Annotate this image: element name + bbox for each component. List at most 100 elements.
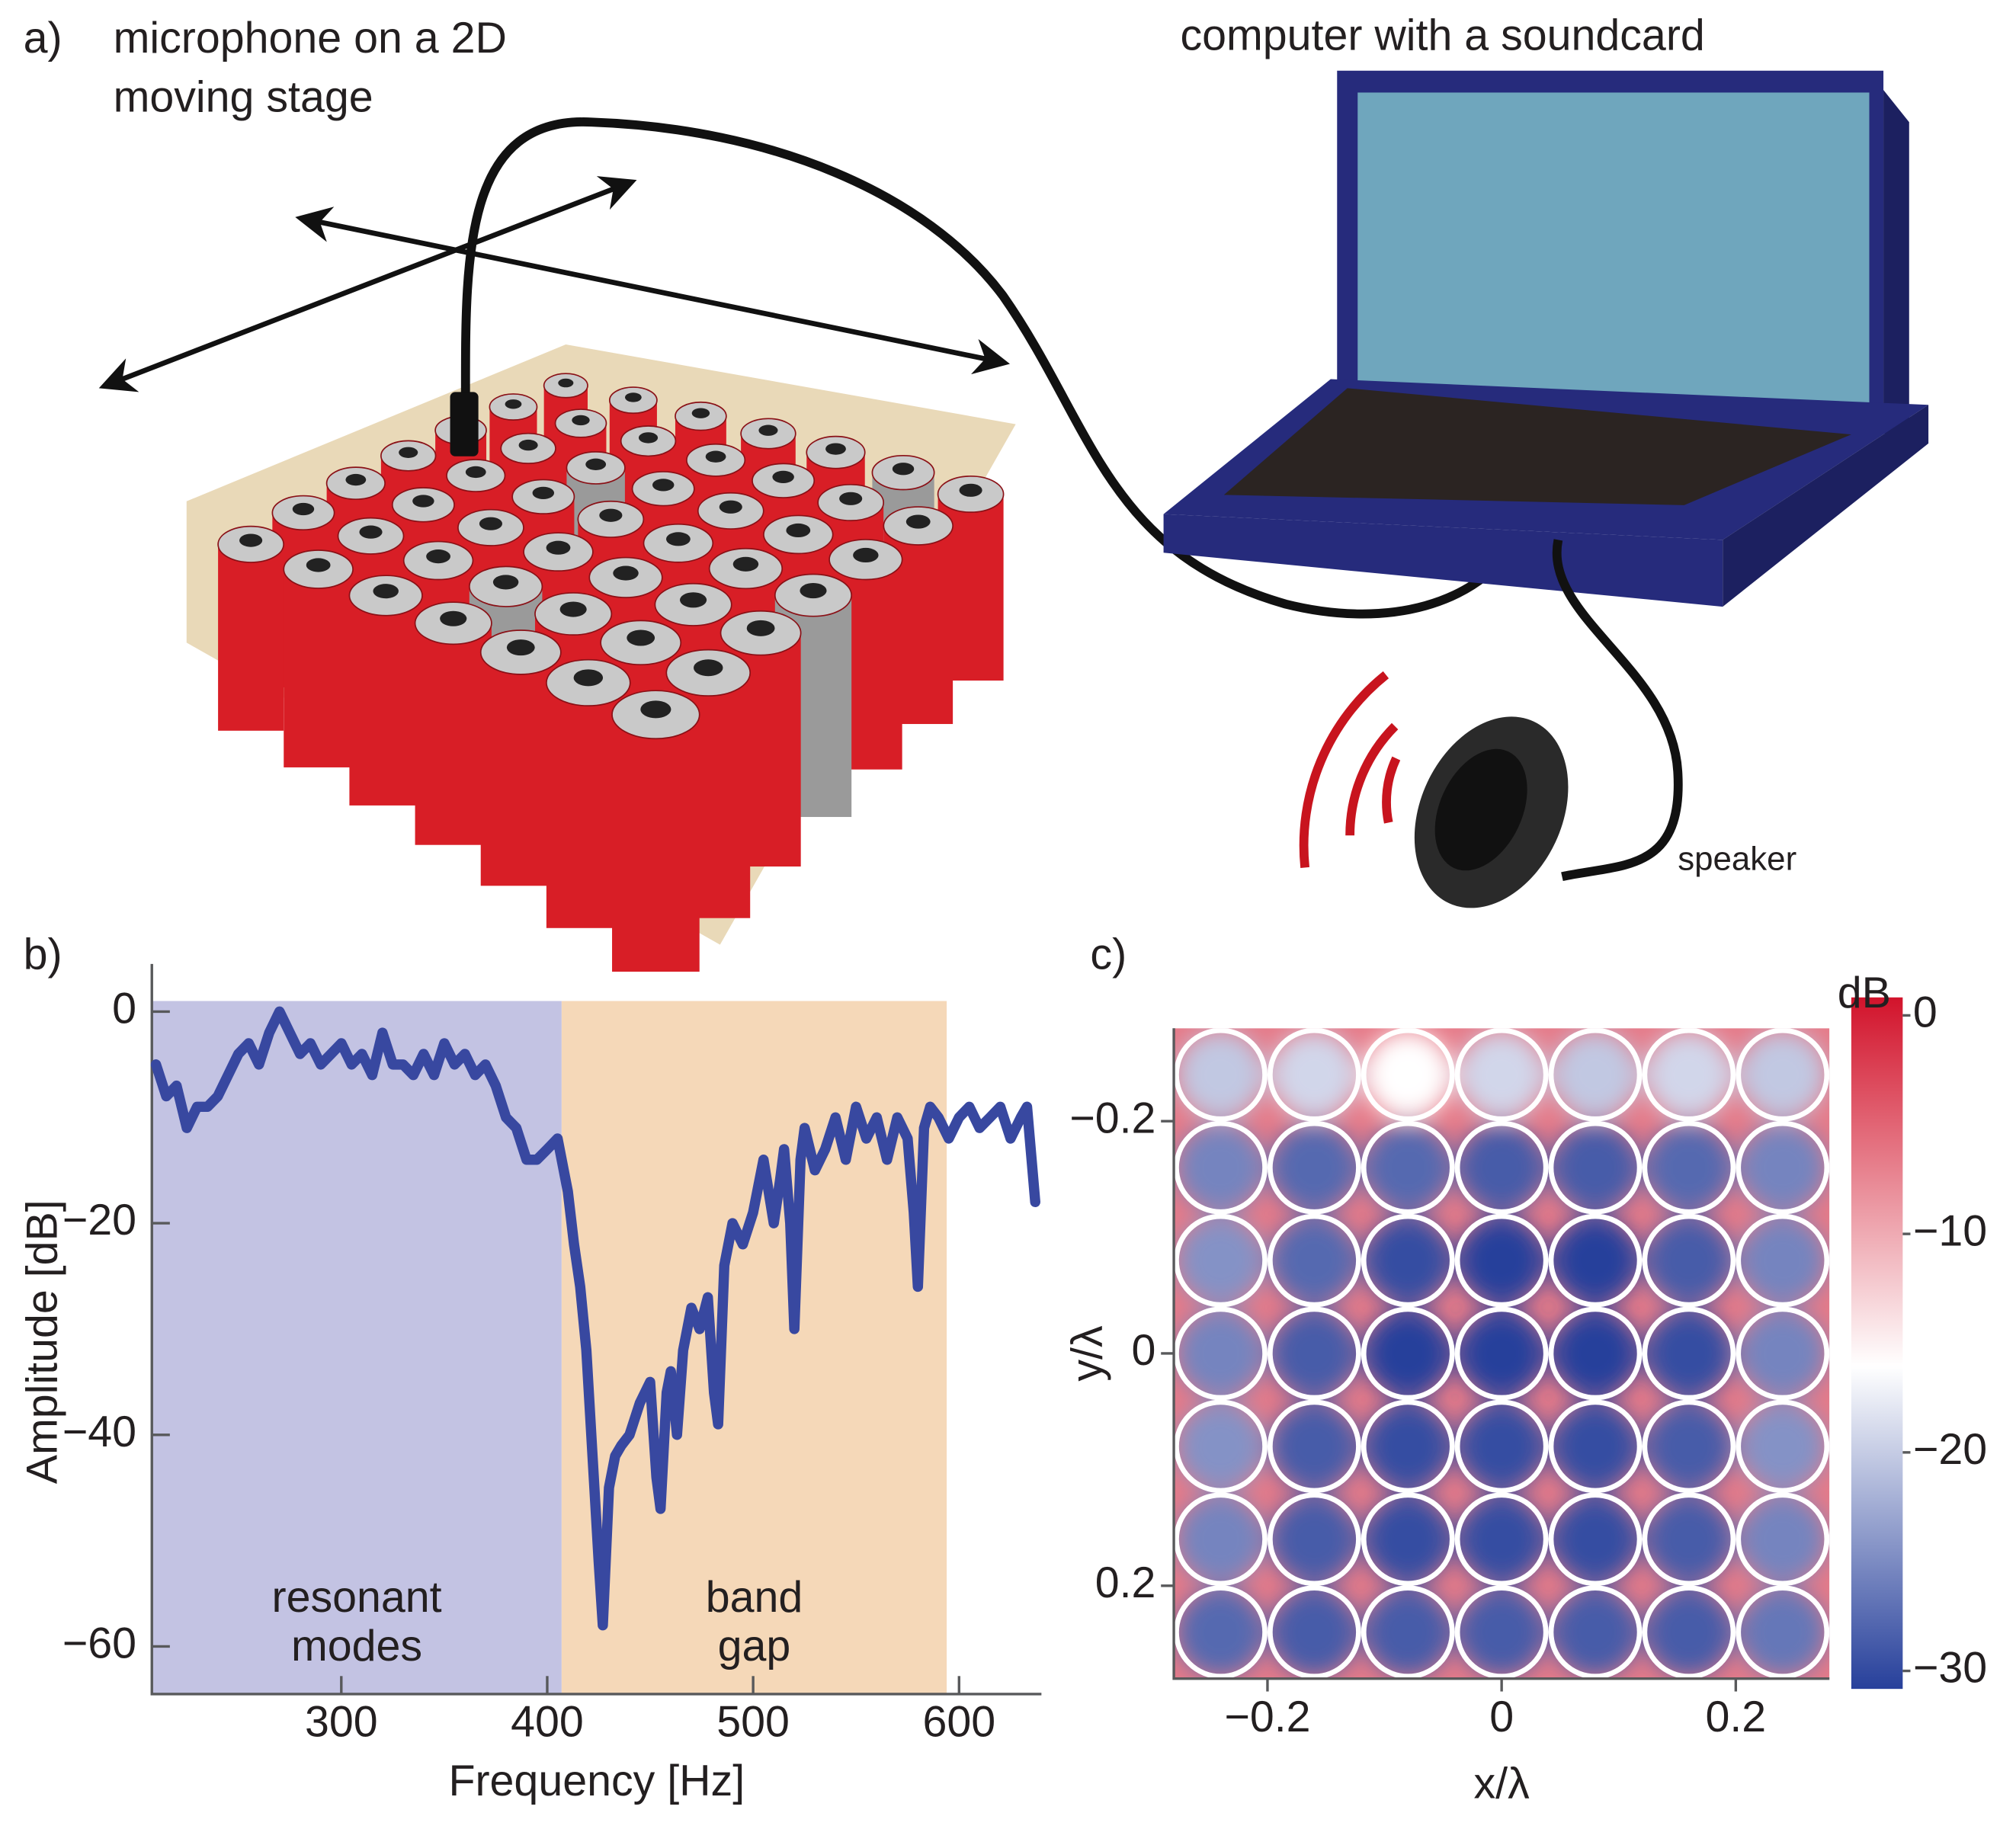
field-cell <box>1457 1402 1546 1491</box>
field-cell <box>1270 1402 1359 1491</box>
field-cell <box>1270 1587 1359 1677</box>
can-hole <box>640 700 671 719</box>
field-cell <box>1645 1216 1733 1305</box>
can-hole <box>666 532 691 546</box>
region-label: modes <box>291 1622 422 1670</box>
field-map: c) −0.2 0 0.2 −0.2 0 0.2 x/λ y/λ dB 0 −10 −20 −30 <box>1063 931 1988 1808</box>
field-cell <box>1364 1402 1453 1491</box>
sound-wave <box>1299 671 1389 869</box>
field-cell <box>1270 1216 1359 1305</box>
cable <box>1552 539 1683 882</box>
panel-label: a) <box>24 14 62 62</box>
field-cell <box>1739 1587 1827 1677</box>
can-hole <box>705 450 726 463</box>
sound-wave <box>1345 722 1399 836</box>
can-body <box>349 595 422 806</box>
x-axis-label: Frequency [Hz] <box>448 1757 745 1805</box>
can-hole <box>839 492 863 505</box>
y-tick-label: 0 <box>112 985 136 1033</box>
can-outline <box>1174 1399 1268 1494</box>
can-outline <box>1361 1492 1455 1587</box>
can-hole <box>345 473 367 486</box>
can-hole <box>426 549 450 564</box>
axis-line <box>1172 1028 1830 1680</box>
can-outline <box>1642 1213 1736 1308</box>
can-body <box>415 623 492 845</box>
field-cell <box>1645 1030 1733 1119</box>
can-outline <box>1174 1120 1268 1215</box>
can-outline <box>1736 1399 1830 1494</box>
cans <box>217 373 1005 972</box>
field-cell <box>1645 1402 1733 1491</box>
speaker-label: speaker <box>1678 841 1796 878</box>
field-cell <box>1176 1216 1265 1305</box>
y-tick-label: −60 <box>62 1619 136 1668</box>
x-tick-label: 300 <box>305 1698 378 1747</box>
field-cell <box>1645 1587 1733 1677</box>
field-cell <box>1176 1587 1265 1677</box>
field-cell <box>1176 1495 1265 1584</box>
can-outline <box>1736 1585 1830 1679</box>
field-cell <box>1645 1123 1733 1212</box>
can-hole <box>853 547 879 563</box>
can-hole <box>652 479 675 492</box>
field-cell <box>1364 1216 1453 1305</box>
can-hole <box>559 601 587 617</box>
region-label: resonant <box>271 1573 441 1622</box>
field-cell <box>1739 1216 1827 1305</box>
y-tick-label: 0.2 <box>1095 1558 1156 1607</box>
can-hole <box>800 583 827 599</box>
field-cell <box>1739 1309 1827 1398</box>
can-hole <box>373 584 399 599</box>
can-outline <box>1642 1399 1736 1494</box>
can-hole <box>492 575 519 590</box>
can-hole <box>292 502 315 516</box>
stage-arrow <box>295 207 1011 375</box>
microphone-label: microphone on a 2D <box>114 14 507 62</box>
can-hole <box>505 399 522 409</box>
can-hole <box>959 483 982 497</box>
x-axis-label: x/λ <box>1474 1759 1530 1808</box>
y-tick-label: 0 <box>1132 1326 1156 1375</box>
speaker-cone <box>1434 748 1527 871</box>
can-hole <box>506 639 535 656</box>
field-blur <box>1176 1030 1827 1677</box>
region-label: gap <box>718 1622 791 1670</box>
panel-label: c) <box>1090 931 1127 979</box>
can-hole <box>465 466 486 479</box>
field-cell <box>1270 1123 1359 1212</box>
can-hole <box>892 463 915 476</box>
x-tick-label: 500 <box>716 1698 790 1747</box>
can-outline <box>1454 1213 1549 1308</box>
colorbar-tick-label: −20 <box>1913 1425 1987 1474</box>
can-outline <box>1642 1306 1736 1401</box>
y-axis-label: y/λ <box>1063 1325 1112 1382</box>
can-outline <box>1361 1028 1455 1122</box>
colorbar-tick-label: −30 <box>1913 1644 1987 1693</box>
field-cell <box>1176 1309 1265 1398</box>
can-hole <box>479 517 502 530</box>
y-axis-label: Amplitude [dB] <box>18 1200 66 1484</box>
region-label: band <box>706 1573 803 1622</box>
can-hole <box>239 533 263 547</box>
field-cell <box>1739 1495 1827 1584</box>
x-tick-label: 400 <box>511 1698 584 1747</box>
can-outline <box>1174 1585 1268 1679</box>
can-outline <box>1548 1306 1643 1401</box>
field-cell <box>1364 1123 1453 1212</box>
can-outline <box>1548 1213 1643 1308</box>
can-outline <box>1736 1120 1830 1215</box>
setup-diagram: a) microphone on a 2D moving stage compu… <box>24 11 1929 972</box>
can-outline <box>1642 1585 1736 1679</box>
can-hole <box>694 659 723 677</box>
can-hole <box>624 392 642 402</box>
field-cell <box>1551 1123 1639 1212</box>
can-body <box>612 714 700 972</box>
field-cell <box>1176 1030 1265 1119</box>
field-cell <box>1270 1309 1359 1398</box>
colorbar <box>1851 997 1903 1690</box>
heatmap <box>1174 1028 1830 1679</box>
laptop-keyboard <box>1223 388 1851 505</box>
x-tick-label: 0 <box>1489 1693 1514 1741</box>
